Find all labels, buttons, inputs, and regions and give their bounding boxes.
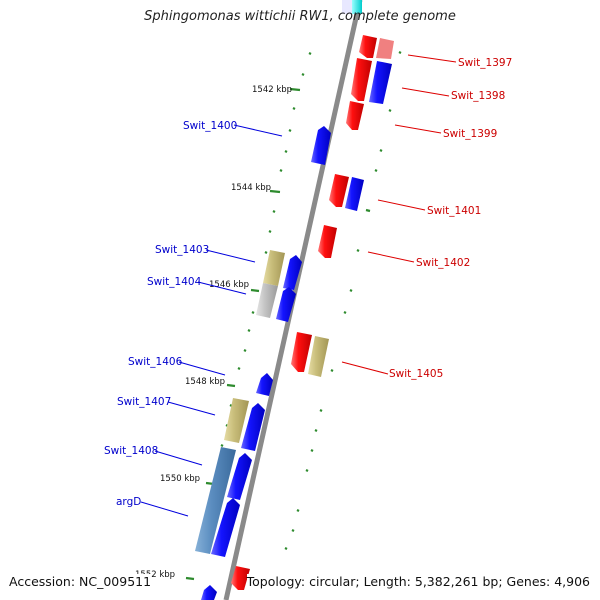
feature-swit-1403b[interactable] [283, 255, 302, 290]
cds-partial-top[interactable] [352, 0, 362, 14]
feature-swit-1407b[interactable] [241, 403, 265, 451]
feature-swit-1405b[interactable] [308, 336, 329, 377]
label-swit-1399[interactable]: Swit_1399 [443, 128, 497, 140]
label-swit-1398[interactable]: Swit_1398 [451, 90, 505, 102]
feature-swit-1402[interactable] [318, 225, 337, 258]
feature-swit-1408b[interactable] [227, 453, 252, 500]
tick-ring-outer [284, 51, 402, 550]
feature-swit-1404b[interactable] [276, 287, 296, 322]
feature-swit-1406[interactable] [256, 373, 273, 396]
feature-swit-1401[interactable] [329, 174, 349, 207]
tick-label-1552: 1552 kbp [135, 570, 175, 580]
accession-text: Accession: NC_009511 [9, 574, 152, 589]
tick-label-1542: 1542 kbp [252, 85, 292, 95]
genome-summary-text: Topology: circular; Length: 5,382,261 bp… [246, 574, 590, 589]
feature-swit-1407[interactable] [224, 398, 249, 443]
feature-swit-1405[interactable] [291, 332, 312, 372]
feature-swit-1398[interactable] [351, 58, 372, 101]
feature-swit-1400[interactable] [311, 126, 331, 165]
feature-bottom-red[interactable] [231, 566, 250, 590]
feature-swit-1401b[interactable] [345, 177, 364, 211]
cds-partial-top-2[interactable] [342, 0, 352, 14]
label-swit-1402[interactable]: Swit_1402 [416, 257, 470, 269]
tick-label-1546: 1546 kbp [209, 280, 249, 290]
label-swit-1397[interactable]: Swit_1397 [458, 57, 512, 69]
label-swit-1407[interactable]: Swit_1407 [117, 396, 171, 408]
feature-swit-1404[interactable] [256, 283, 278, 318]
feature-swit-1397[interactable] [359, 35, 377, 58]
tick-label-1544: 1544 kbp [231, 183, 271, 193]
label-swit-1401[interactable]: Swit_1401 [427, 205, 481, 217]
label-argd[interactable]: argD [116, 496, 141, 508]
leader-lines-reverse [341, 54, 457, 375]
leader-lines-forward [140, 124, 283, 517]
label-swit-1404[interactable]: Swit_1404 [147, 276, 202, 288]
feature-swit-1398b[interactable] [369, 61, 392, 104]
feature-swit-1399[interactable] [346, 101, 364, 130]
feature-swit-1397b[interactable] [376, 38, 394, 59]
feature-swit-1408[interactable] [195, 447, 236, 554]
label-swit-1408[interactable]: Swit_1408 [104, 445, 158, 457]
feature-swit-1403[interactable] [263, 250, 285, 286]
label-swit-1405[interactable]: Swit_1405 [389, 368, 443, 380]
tick-label-1548: 1548 kbp [185, 377, 225, 387]
label-swit-1403[interactable]: Swit_1403 [155, 244, 209, 256]
label-swit-1406[interactable]: Swit_1406 [128, 356, 183, 368]
label-swit-1400[interactable]: Swit_1400 [183, 120, 237, 132]
tick-label-1550: 1550 kbp [160, 474, 200, 484]
feature-argd[interactable] [211, 498, 240, 557]
feature-bottom-blue[interactable] [201, 585, 217, 600]
map-title: Sphingomonas wittichii RW1, complete gen… [144, 9, 456, 24]
